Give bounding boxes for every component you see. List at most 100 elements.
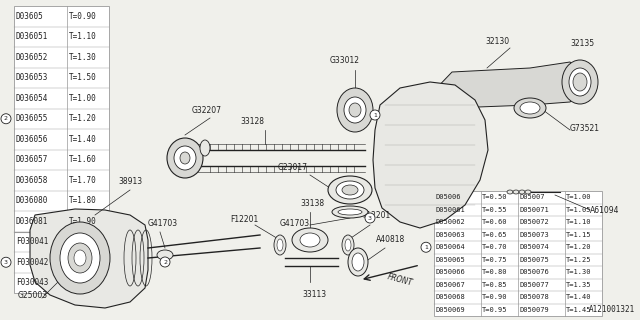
Text: A121001321: A121001321 [589, 305, 635, 314]
Ellipse shape [336, 181, 364, 199]
Text: 2: 2 [163, 260, 167, 265]
Text: T=1.60: T=1.60 [69, 155, 97, 164]
Text: D036080: D036080 [16, 196, 49, 205]
Circle shape [365, 213, 375, 223]
Text: D050076: D050076 [519, 269, 548, 275]
Text: T=0.50: T=0.50 [482, 194, 508, 200]
Text: T=0.55: T=0.55 [482, 207, 508, 213]
Ellipse shape [348, 248, 368, 276]
Text: D050069: D050069 [435, 307, 465, 313]
Ellipse shape [513, 190, 519, 194]
Text: T=1.50: T=1.50 [69, 73, 97, 82]
Text: T=1.30: T=1.30 [566, 269, 591, 275]
Text: 1: 1 [373, 113, 377, 117]
Text: T=0.90: T=0.90 [482, 294, 508, 300]
Text: D050077: D050077 [519, 282, 548, 288]
Ellipse shape [277, 239, 283, 251]
Ellipse shape [274, 235, 286, 255]
Text: T=1.90: T=1.90 [69, 217, 97, 226]
Text: D036057: D036057 [16, 155, 49, 164]
Text: F030043: F030043 [16, 278, 49, 287]
Text: D050074: D050074 [519, 244, 548, 250]
Polygon shape [30, 209, 148, 308]
Text: T=0.85: T=0.85 [482, 282, 508, 288]
Ellipse shape [50, 222, 110, 294]
Text: D036058: D036058 [16, 176, 49, 185]
Text: D036055: D036055 [16, 114, 49, 123]
Text: 33138: 33138 [300, 199, 324, 208]
Text: D036081: D036081 [16, 217, 49, 226]
Text: G41703: G41703 [280, 219, 310, 228]
Ellipse shape [74, 250, 86, 266]
Text: D050072: D050072 [519, 219, 548, 225]
Text: T=0.80: T=0.80 [482, 269, 508, 275]
Ellipse shape [342, 185, 358, 195]
Text: F030042: F030042 [16, 258, 49, 267]
Text: 2: 2 [4, 116, 8, 121]
Text: F12201: F12201 [230, 215, 259, 224]
Text: D05006: D05006 [435, 194, 461, 200]
Text: T=1.15: T=1.15 [566, 232, 591, 238]
Text: D036053: D036053 [16, 73, 49, 82]
Ellipse shape [60, 233, 100, 283]
Text: T=1.05: T=1.05 [566, 207, 591, 213]
Ellipse shape [342, 235, 354, 255]
Ellipse shape [328, 176, 372, 204]
Ellipse shape [167, 138, 203, 178]
Circle shape [1, 257, 11, 267]
Text: T=0.60: T=0.60 [482, 219, 508, 225]
Circle shape [1, 114, 11, 124]
Text: D050064: D050064 [435, 244, 465, 250]
Text: D050066: D050066 [435, 269, 465, 275]
Text: G33012: G33012 [330, 56, 360, 65]
Ellipse shape [68, 243, 92, 273]
Ellipse shape [157, 250, 173, 260]
Text: 32130: 32130 [485, 37, 509, 46]
Text: D050079: D050079 [519, 307, 548, 313]
Text: T=1.10: T=1.10 [69, 32, 97, 41]
Text: T=1.40: T=1.40 [69, 135, 97, 144]
Text: T=1.45: T=1.45 [566, 307, 591, 313]
Text: T=1.30: T=1.30 [69, 53, 97, 62]
Ellipse shape [520, 102, 540, 114]
Text: D050071: D050071 [519, 207, 548, 213]
Text: D050068: D050068 [435, 294, 465, 300]
Text: T=1.77: T=1.77 [69, 278, 97, 287]
Text: D036052: D036052 [16, 53, 49, 62]
Ellipse shape [514, 98, 546, 118]
Text: T=1.10: T=1.10 [566, 219, 591, 225]
Text: G25003: G25003 [18, 291, 48, 300]
Text: D036051: D036051 [16, 32, 49, 41]
Ellipse shape [525, 190, 531, 194]
Text: D05007: D05007 [519, 194, 545, 200]
Ellipse shape [573, 73, 587, 91]
Text: D050078: D050078 [519, 294, 548, 300]
Text: 33113: 33113 [302, 290, 326, 299]
Ellipse shape [562, 60, 598, 104]
Text: D050065: D050065 [435, 257, 465, 263]
Text: T=1.20: T=1.20 [69, 114, 97, 123]
Text: 32135: 32135 [570, 39, 594, 48]
Text: T=1.65: T=1.65 [69, 258, 97, 267]
Ellipse shape [569, 68, 591, 96]
Ellipse shape [519, 190, 525, 194]
Ellipse shape [507, 190, 513, 194]
Text: T=1.40: T=1.40 [566, 294, 591, 300]
Ellipse shape [332, 206, 368, 218]
Text: A61094: A61094 [590, 205, 620, 214]
Text: G41703: G41703 [148, 219, 178, 228]
Text: T=0.70: T=0.70 [482, 244, 508, 250]
Text: G32207: G32207 [192, 106, 222, 115]
Ellipse shape [337, 88, 373, 132]
Text: D036056: D036056 [16, 135, 49, 144]
Text: G73521: G73521 [570, 124, 600, 132]
Ellipse shape [338, 209, 362, 215]
Text: D050063: D050063 [435, 232, 465, 238]
Text: T=1.70: T=1.70 [69, 176, 97, 185]
Ellipse shape [352, 253, 364, 271]
Bar [14, 6, 109, 293]
Text: T=0.75: T=0.75 [482, 257, 508, 263]
Bar [434, 191, 602, 316]
Text: 38913: 38913 [118, 177, 142, 186]
Text: D03605: D03605 [16, 12, 44, 21]
